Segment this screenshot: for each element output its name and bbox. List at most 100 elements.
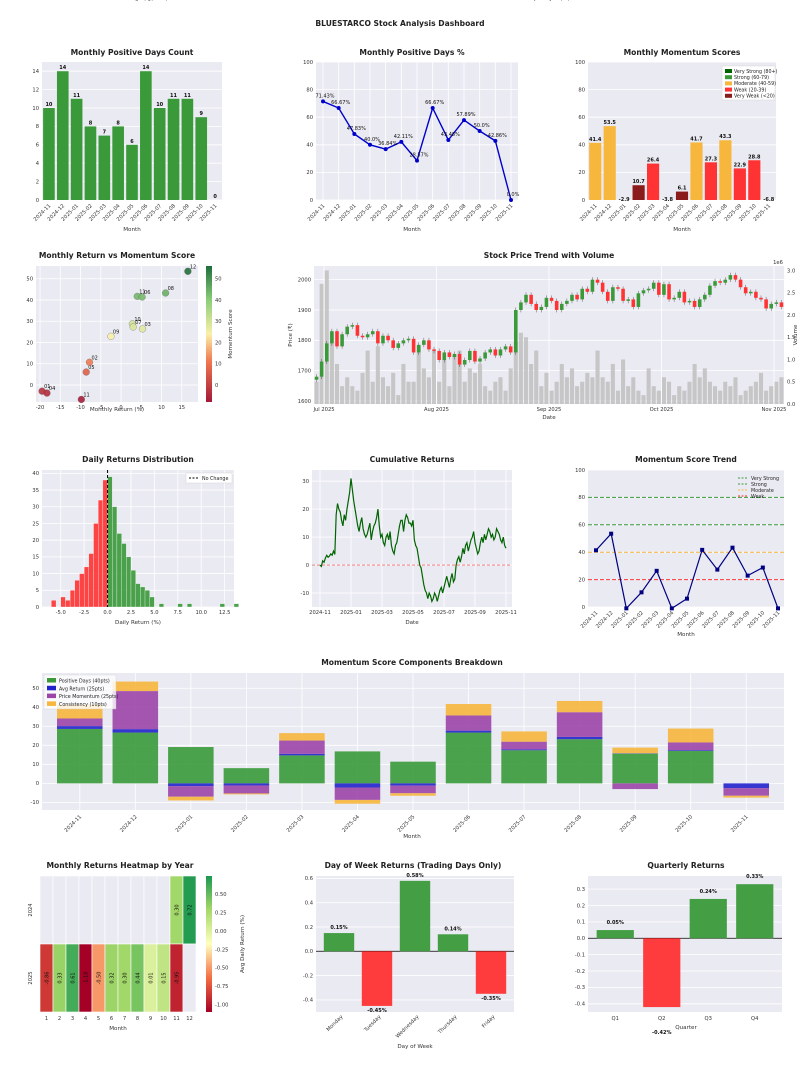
volume-bar [345,377,350,404]
candle-body [636,293,641,307]
bar-value-label: -0.42% [652,1030,671,1036]
y-tick-label: 0 [582,605,585,611]
x-axis-label: Month [403,227,421,233]
bar [56,71,69,200]
x-tick-label: Aug 2025 [424,407,449,413]
stacked-segment [334,799,381,804]
point-label: 10 [134,317,140,323]
candle-body [381,335,385,344]
bar-value-label: -0.35% [481,996,500,1002]
y-tick-label: 60 [578,115,585,121]
scatter-point [162,289,170,297]
volume-bar [462,381,467,404]
data-point [368,142,372,147]
heatmap-cell [104,875,119,945]
bar [437,934,469,952]
y-tick-label: 40 [32,471,39,477]
point-label: 01 [44,384,50,390]
volume-bar [672,395,677,404]
y-tick-label: 0 [30,383,33,389]
legend-swatch [47,685,56,691]
point-value-label: 57.89% [456,112,475,118]
scatter-point [138,293,146,301]
point-value-label: 40.0% [364,137,380,143]
chart-title: Quarterly Returns [647,861,725,870]
candle-body [738,279,743,288]
y-axis-label: Frequency [524,0,554,2]
bar-value-label: 11 [73,93,80,99]
candle-body [314,376,319,380]
heatmap-cell [143,875,158,945]
stacked-segment [168,783,214,787]
data-point [509,198,513,202]
colorbar-tick: 0 [215,383,218,389]
x-tick-label: 2025-06 [452,814,472,834]
volume-bar [539,386,544,404]
x-tick-label: 2024-11 [64,814,84,834]
volume-bar [677,386,682,404]
volume-bar [631,377,636,404]
x-axis-label: Quarter [675,1025,697,1031]
stacked-segment [445,730,492,733]
colorbar [206,876,212,1012]
bar [689,898,727,939]
volume-bar [779,377,784,404]
x-axis-label: Month [673,227,691,233]
y2-tick-label: 0.0 [787,402,795,408]
y-tick-label: 25 [32,521,39,527]
legend-label: Strong [751,482,767,488]
bar [719,140,732,200]
y-tick-label: 40 [578,143,585,149]
volume-bar [534,350,539,404]
bar-value-label: 0.05% [607,920,624,926]
x-axis-label: Day of Week [397,1044,433,1050]
candle-body [350,325,355,327]
bar [70,98,83,200]
volume-bar [600,377,605,404]
x-tick-label: Q2 [658,1016,665,1022]
bar-value-label: 27.3 [705,156,718,162]
x-axis-label: Date [542,415,556,421]
plot-area [36,266,198,402]
bar-value-label: 10.7 [632,179,645,185]
y-tick-label: 20 [32,538,39,544]
data-point [654,568,659,573]
candle-body [457,353,462,365]
histogram-bar [98,499,104,608]
heatmap-value-label: -0.86 [44,972,50,985]
x-tick-label: 2024-12 [119,814,139,834]
heatmap-cell [91,875,106,945]
y-tick-label: 60 [306,115,313,121]
candle-body [662,284,666,295]
heatmap-value-label: 0.44 [135,972,141,983]
volume-bar [712,386,718,404]
data-point [715,567,720,572]
volume-bar [447,386,452,404]
stacked-segment [667,750,714,784]
bar-value-label: 0.14% [444,926,461,932]
stacked-segment [390,783,436,786]
volume-bar [396,395,401,404]
point-value-label: 47.83% [347,126,366,132]
x-tick-label: 2025-11 [495,203,515,223]
volume-bar [697,377,702,404]
volume-bar [554,381,559,404]
bar [112,126,124,200]
x-tick-label: 2.5 [127,610,135,616]
volume-bar [738,395,743,404]
y-tick-label: 20 [578,170,585,176]
candle-body [524,294,528,303]
heatmap-value-label: -0.95 [174,972,180,985]
candle-body [764,299,768,309]
y-tick-label: -0.3 [575,985,585,991]
data-point [336,105,341,110]
stacked-segment [667,728,714,743]
scatter-point [138,325,147,333]
bar-value-label: 10 [45,102,52,108]
x-tick-label: 2025-01 [175,814,195,834]
point-label: 04 [49,386,55,392]
point-value-label: 43.48% [441,132,460,138]
point-label: 06 [144,290,150,296]
legend-label: Consistency (10pts) [59,702,107,708]
stacked-segment [334,787,381,800]
